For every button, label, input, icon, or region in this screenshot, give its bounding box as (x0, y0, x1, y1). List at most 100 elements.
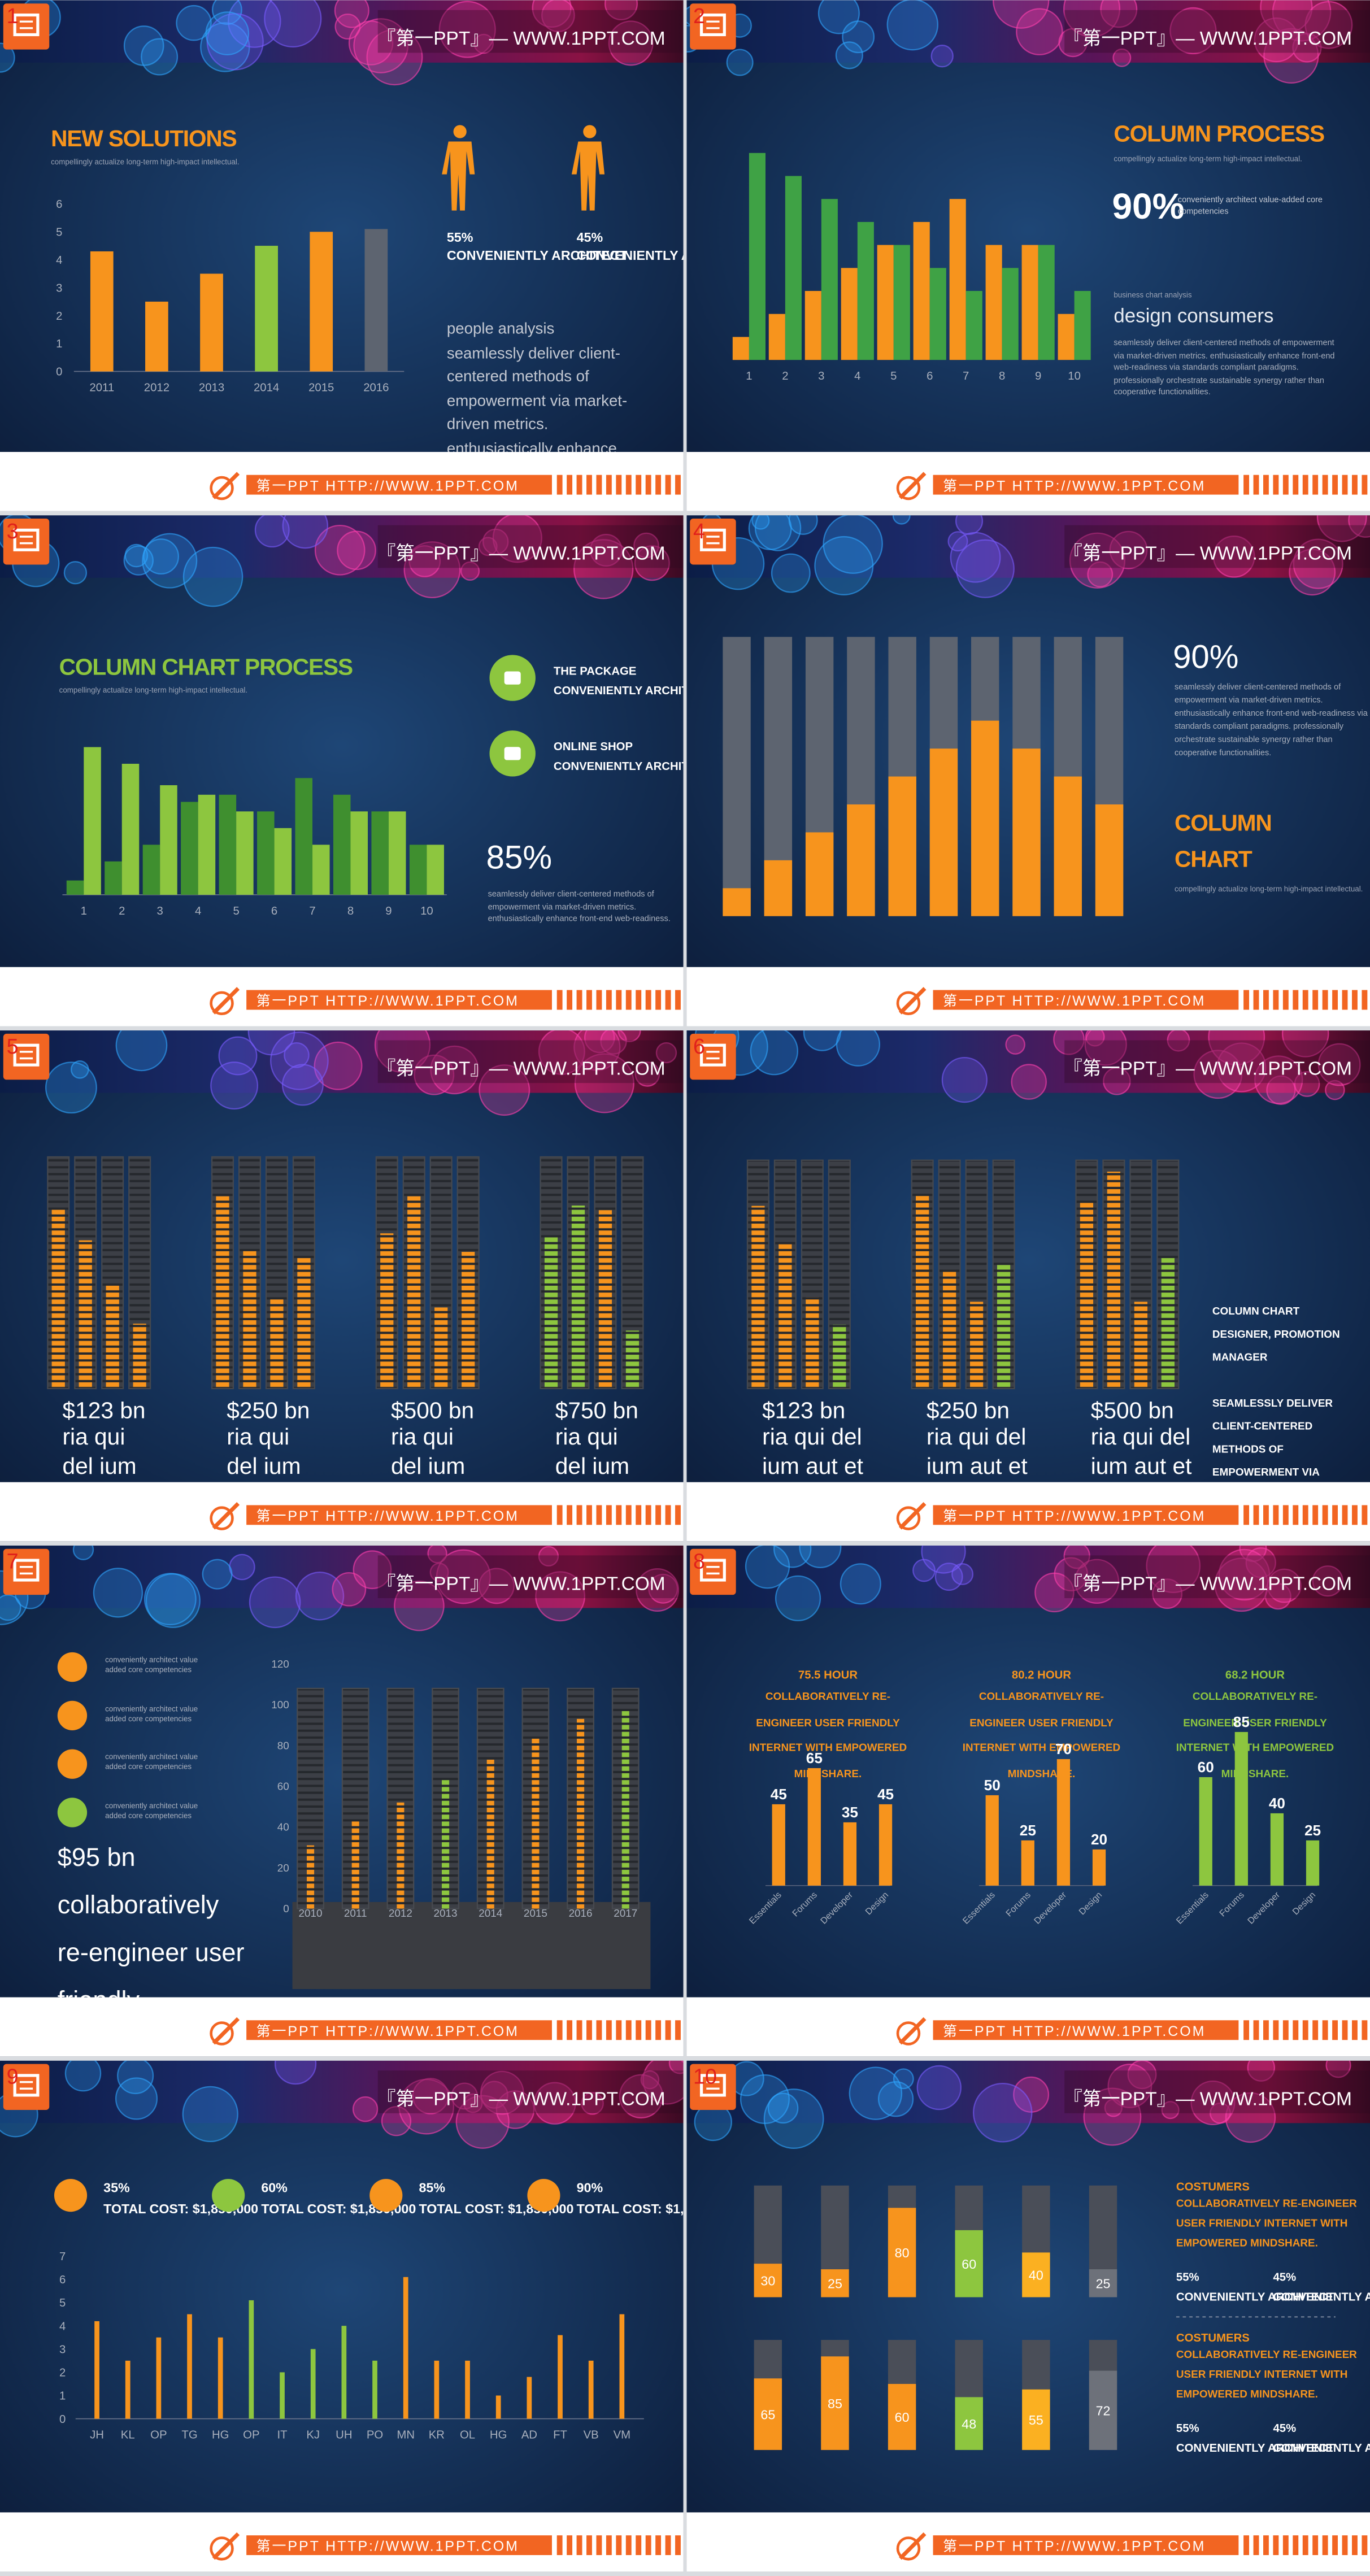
bokeh (249, 1576, 301, 1629)
bar (893, 245, 910, 360)
bar (84, 747, 101, 895)
slide-number: 1 (7, 5, 19, 28)
bokeh (381, 2105, 412, 2136)
x-tick-label: 10 (1068, 370, 1081, 382)
x-tick-label: 6 (271, 905, 277, 917)
footer-stripe (1332, 2535, 1338, 2555)
value-label: 45 (877, 1786, 894, 1803)
bokeh (394, 1580, 445, 1631)
x-tick-label: 7 (963, 370, 969, 382)
bokeh (773, 1545, 812, 1568)
slide-number: 4 (693, 520, 705, 543)
bokeh (748, 515, 792, 550)
bar (532, 1737, 540, 1909)
footer-stripe (645, 2535, 651, 2555)
bar-track (828, 1159, 851, 1390)
bokeh (72, 1545, 94, 1560)
footer-stripe (567, 990, 573, 1010)
bokeh (1084, 1030, 1127, 1066)
bar (434, 2360, 440, 2419)
footer-icon (210, 2536, 234, 2561)
x-tick-label: AD (521, 2429, 537, 2442)
x-tick-label: HG (490, 2429, 507, 2442)
bokeh (451, 2082, 479, 2110)
bar (66, 880, 84, 895)
value-label: 30 (760, 2274, 775, 2288)
value-label: 85 (1233, 1713, 1250, 1730)
slide-header-shade (1064, 10, 1370, 53)
bokeh (893, 2068, 914, 2090)
bokeh (771, 553, 811, 593)
stat-marker (369, 2179, 403, 2212)
slide-header (0, 1545, 684, 1608)
paragraph-box: seamlessly deliver client-centered metho… (1175, 683, 1368, 759)
footer-stripe (1253, 2535, 1259, 2555)
footer-stripe (1302, 475, 1308, 495)
slide: 2 『第一PPT』— WWW.1PPT.COM 1 2 3 4 5 6 7 8 9 10 COLUMN … (686, 0, 1370, 511)
statement: $95 bn collaboratively re-engineer user … (57, 1844, 245, 2015)
figure-label: CONVENIENTLY ARCHITECT (447, 248, 628, 263)
group-label: $250 bn (927, 1397, 1010, 1423)
stat-value: 90% (577, 2180, 603, 2195)
footer-stripe (1273, 475, 1279, 495)
bar (833, 1324, 846, 1389)
x-tick-label: KR (429, 2429, 445, 2442)
logo-glyph (699, 1559, 726, 1582)
bar (1038, 245, 1055, 360)
footer-stripe (1282, 475, 1289, 495)
x-tick-label: JH (90, 2429, 104, 2442)
footer-text: 第一PPT HTTP://WWW.1PPT.COM (943, 2539, 1206, 2555)
bokeh (573, 539, 634, 599)
x-tick-label: 9 (385, 905, 392, 917)
bokeh (412, 2078, 449, 2114)
bar (577, 1718, 585, 1909)
group-label: $123 bn (62, 1397, 145, 1423)
bar (274, 828, 292, 895)
slide-header-shade (1064, 1040, 1370, 1084)
bar (94, 2321, 99, 2419)
footer-bar (933, 990, 1239, 1010)
paragraph-box: seamlessly deliver client-centered metho… (1114, 338, 1334, 398)
stat-value: 85% (419, 2180, 445, 2195)
footer-stripe (576, 990, 582, 1010)
bokeh (210, 1061, 259, 1110)
bar (236, 811, 254, 895)
bokeh (1169, 7, 1217, 55)
slide-number: 9 (7, 2065, 19, 2088)
value-label: 65 (806, 1750, 823, 1766)
bar (90, 251, 114, 372)
footer-stripe (1293, 475, 1299, 495)
footer-icon (212, 987, 240, 1015)
footer-stripe (1263, 1505, 1269, 1525)
bokeh (581, 2092, 604, 2115)
footer-stripe (636, 2535, 642, 2555)
x-tick-label: 5 (890, 370, 897, 382)
bokeh (1193, 1050, 1243, 1099)
x-tick-label: TG (181, 2429, 197, 2442)
bar (380, 1233, 394, 1389)
footer-stripe (1332, 2020, 1338, 2040)
footer-stripe (586, 1505, 592, 1525)
slide-title: COLUMN CHART PROCESS (59, 654, 353, 680)
bokeh (1053, 1030, 1085, 1055)
y-tick-label: 4 (59, 2320, 66, 2333)
paragraph: people analysis seamlessly deliver clien… (446, 320, 628, 459)
figure-value: 55% (1176, 2422, 1199, 2435)
bokeh (1054, 1557, 1089, 1592)
footer-stripe (645, 1505, 651, 1525)
chart-text-box: COLLABORATIVELY RE-ENGINEER USER FRIENDL… (749, 1692, 907, 1780)
bar (527, 2377, 532, 2419)
bokeh (1225, 2092, 1276, 2143)
bar (916, 1194, 929, 1389)
y-tick-label: 60 (277, 1781, 289, 1793)
footer-bar (933, 2535, 1239, 2555)
bokeh (274, 2060, 317, 2085)
person-icon (442, 141, 475, 211)
value-label: 65 (760, 2407, 775, 2422)
bokeh (955, 539, 1015, 598)
slide-header (0, 1030, 684, 1093)
legend-text-box: conveniently architect value added core … (105, 1704, 198, 1722)
bokeh (1316, 515, 1367, 542)
legend-text-box: conveniently architect value added core … (105, 1801, 198, 1819)
footer-text: 第一PPT HTTP://WWW.1PPT.COM (256, 2539, 519, 2555)
